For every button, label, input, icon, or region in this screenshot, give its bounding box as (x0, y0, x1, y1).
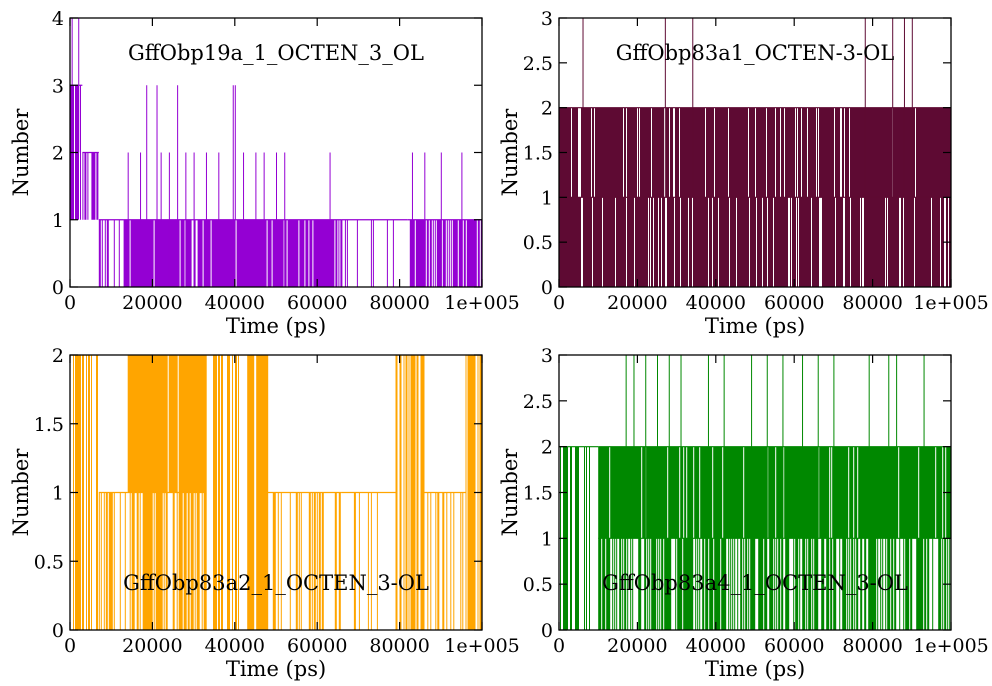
y-tick-label: 2 (541, 98, 553, 120)
series-segment (427, 492, 464, 630)
series-trace (559, 18, 951, 287)
x-tick-label: 40000 (686, 635, 746, 657)
y-tick-label: 0.5 (34, 551, 64, 573)
series-segment (559, 197, 951, 287)
y-tick-label: 0 (52, 277, 64, 299)
panel-title: GffObp83a4_1_OCTEN_3-OL (602, 571, 908, 595)
x-tick-label: 60000 (764, 635, 824, 657)
y-tick-label: 3 (52, 75, 64, 97)
x-tick-label: 20000 (607, 292, 667, 314)
x-axis-title: Time (ps) (705, 314, 805, 338)
y-tick-label: 2 (541, 437, 553, 459)
series-segment (129, 492, 207, 630)
series-segment (98, 492, 126, 630)
chart-panel-4: 0 20000 40000 60000 80000 1e+005 0 0.5 1 1.5 2 2.5 3… (498, 345, 989, 681)
y-tick-label: 0.5 (523, 232, 553, 254)
series-segment (353, 492, 378, 630)
chart-panel-2: 0 20000 40000 60000 80000 1e+005 0 0.5 1 1.5 2 2.5 3… (498, 8, 989, 338)
y-tick-label: 2.5 (523, 391, 553, 413)
x-tick-label: 0 (553, 292, 565, 314)
series-segment (82, 152, 99, 220)
x-tick-label: 40000 (205, 292, 265, 314)
x-tick-label: 0 (64, 292, 76, 314)
y-axis-title: Number (498, 108, 522, 197)
y-tick-label: 4 (52, 8, 64, 30)
series-segment (409, 219, 482, 287)
chart-panel-1: 0 20000 40000 60000 80000 1e+005 0 1 2 3 4 Time (ps… (9, 8, 520, 338)
series-segment (123, 219, 289, 287)
panel-title: GffObp83a1_OCTEN-3-OL (616, 41, 895, 65)
y-axis-title: Number (9, 108, 33, 197)
y-tick-label: 0 (541, 277, 553, 299)
x-axis-title: Time (ps) (226, 314, 326, 338)
series-segment (127, 355, 207, 493)
x-axis-title: Time (ps) (705, 657, 805, 681)
y-tick-label: 0 (52, 620, 64, 642)
y-tick-label: 1.5 (34, 414, 64, 436)
y-tick-label: 1.5 (523, 143, 553, 165)
series-segment (559, 107, 951, 198)
x-tick-label: 80000 (842, 292, 902, 314)
x-tick-label: 20000 (607, 635, 667, 657)
x-tick-label: 80000 (842, 635, 902, 657)
series-segment (344, 219, 394, 287)
series-segment (272, 492, 341, 630)
x-tick-label: 20000 (122, 292, 182, 314)
x-tick-label: 60000 (287, 635, 347, 657)
series-segment (598, 538, 951, 630)
x-tick-label: 0 (553, 635, 565, 657)
y-tick-label: 1 (52, 483, 64, 505)
x-tick-label: 1e+005 (913, 635, 989, 657)
y-tick-label: 2 (52, 345, 64, 367)
x-tick-label: 60000 (764, 292, 824, 314)
x-tick-label: 40000 (686, 292, 746, 314)
y-tick-label: 3 (541, 8, 553, 30)
series-segment (288, 219, 343, 287)
y-tick-label: 1 (52, 210, 64, 232)
x-tick-label: 1e+005 (913, 292, 989, 314)
series-segment (213, 355, 239, 630)
chart-panel-3: 0 20000 40000 60000 80000 1e+005 0 0.5 1 1.5 2 Time… (9, 345, 520, 681)
y-tick-label: 2 (52, 143, 64, 165)
panel-title: GffObp19a_1_OCTEN_3_OL (128, 41, 424, 65)
y-tick-label: 1.5 (523, 483, 553, 505)
x-tick-label: 1e+005 (444, 292, 520, 314)
x-tick-label: 40000 (205, 635, 265, 657)
series-trace (70, 355, 482, 630)
series-segment (98, 219, 120, 287)
x-tick-label: 20000 (122, 635, 182, 657)
x-tick-label: 60000 (287, 292, 347, 314)
y-axis-title: Number (9, 448, 33, 537)
x-axis-title: Time (ps) (226, 657, 326, 681)
panel-title: GffObp83a2_1_OCTEN_3-OL (123, 571, 429, 595)
series-trace (70, 18, 482, 287)
y-tick-label: 1 (541, 187, 553, 209)
y-tick-label: 0 (541, 620, 553, 642)
x-tick-label: 80000 (369, 292, 429, 314)
y-tick-label: 1 (541, 528, 553, 550)
series-segment (395, 355, 425, 630)
x-tick-label: 1e+005 (444, 635, 520, 657)
y-tick-label: 0.5 (523, 574, 553, 596)
series-trace (559, 355, 951, 630)
y-tick-label: 3 (541, 345, 553, 367)
series-segment (247, 355, 269, 630)
x-tick-label: 80000 (369, 635, 429, 657)
y-tick-label: 2.5 (523, 53, 553, 75)
y-axis-title: Number (498, 448, 522, 537)
series-segment (598, 446, 951, 539)
x-tick-label: 0 (64, 635, 76, 657)
